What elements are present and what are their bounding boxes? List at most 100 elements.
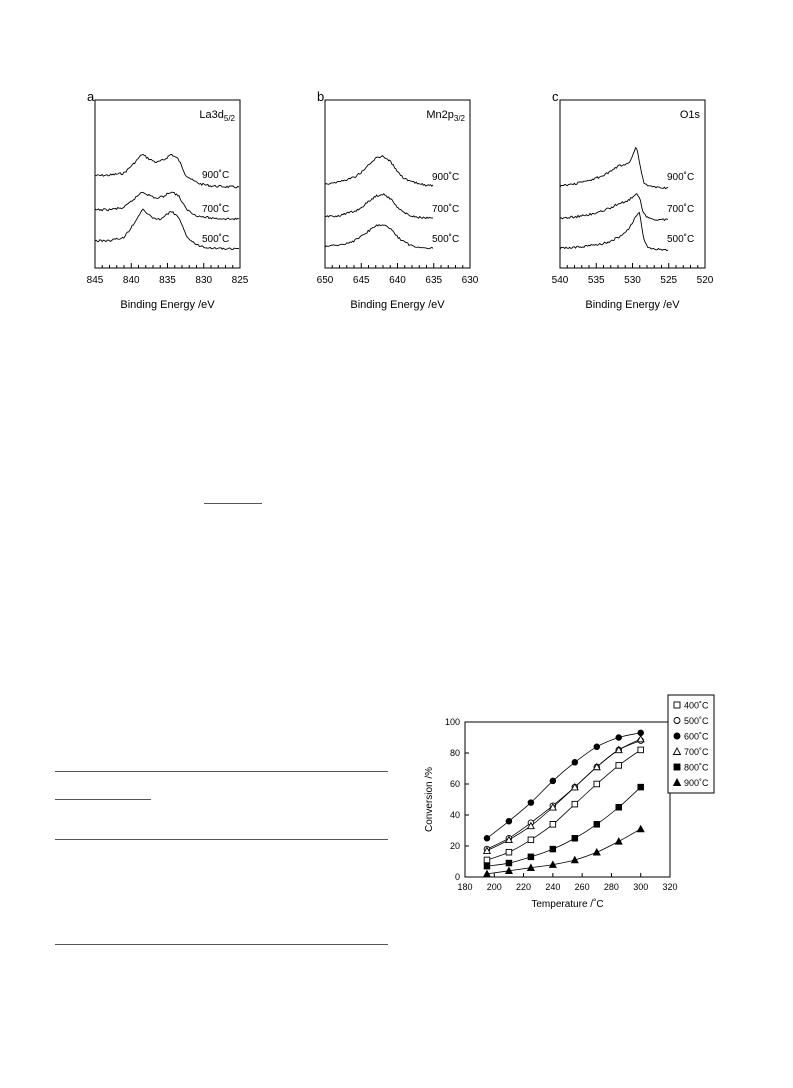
data-point <box>636 824 645 833</box>
table-rule-3 <box>55 839 388 840</box>
y-tick-label: 100 <box>445 717 460 727</box>
data-point <box>570 782 579 791</box>
x-tick-label: 280 <box>604 882 619 892</box>
data-point <box>615 762 622 769</box>
data-point <box>636 734 645 743</box>
legend-marker <box>673 717 681 724</box>
x-tick-label: 260 <box>575 882 590 892</box>
legend-marker <box>673 732 681 740</box>
data-point <box>483 834 491 842</box>
legend-label: 900˚C <box>684 778 709 788</box>
xps-panel-a: 845 840 835 830 825 a La3d5/2 Binding Energy /e… <box>87 89 249 311</box>
legend-label: 400˚C <box>684 701 709 711</box>
data-point <box>483 862 491 870</box>
data-point <box>549 821 557 828</box>
spectrum-line-0 <box>94 153 240 189</box>
legend-marker <box>672 778 682 786</box>
data-point <box>527 799 535 806</box>
data-point <box>526 821 535 830</box>
table-rule-2 <box>55 799 151 800</box>
data-point <box>592 847 601 856</box>
data-point <box>593 821 601 828</box>
data-point <box>571 800 579 808</box>
spectrum-line-0 <box>324 155 434 187</box>
data-point <box>571 834 579 842</box>
legend-label: 700˚C <box>684 747 709 757</box>
x-tick-label: 650 <box>317 275 334 286</box>
divider-top-short <box>204 503 262 504</box>
data-point <box>527 836 535 844</box>
y-axis-label: Conversion /% <box>424 767 435 832</box>
data-point <box>571 759 579 766</box>
data-point <box>637 746 644 754</box>
data-point <box>505 859 513 867</box>
x-tick-label: 640 <box>389 275 406 286</box>
data-point <box>637 783 644 791</box>
series-label: 500˚C <box>432 233 459 245</box>
data-point <box>593 743 601 751</box>
series-label: 700˚C <box>202 203 229 215</box>
series-label: 700˚C <box>667 203 694 215</box>
x-axis-label: Binding Energy /eV <box>120 299 215 311</box>
xps-panel-b: 650 645 640 635 630 b Mn2p3/2 Binding Energy /e… <box>317 89 479 311</box>
data-point <box>549 777 557 785</box>
element-label: O1s <box>680 109 701 121</box>
data-point <box>548 803 557 811</box>
spectrum-line-2 <box>94 208 240 251</box>
data-point <box>482 846 492 854</box>
x-axis-label: Temperature /˚C <box>531 898 603 910</box>
data-point <box>548 860 557 868</box>
spectrum-line-1 <box>325 192 434 220</box>
x-tick-label: 180 <box>457 882 472 892</box>
data-point <box>614 745 623 754</box>
y-tick-label: 60 <box>450 779 460 789</box>
series-label: 500˚C <box>667 233 694 245</box>
legend-marker <box>673 701 681 709</box>
series-curve-1 <box>486 740 641 850</box>
legend-label: 600˚C <box>684 732 709 742</box>
conversion-chart: 180 200 220 240 260 280 300 320 0 20 40 60 80 100 Temp… <box>424 694 715 910</box>
y-tick-label: 20 <box>450 841 460 851</box>
x-tick-label: 540 <box>552 275 569 286</box>
data-point <box>505 848 513 856</box>
data-point <box>593 780 601 788</box>
series-label: 500˚C <box>202 233 229 245</box>
x-tick-label: 840 <box>123 275 140 286</box>
xps-panel-c: 540 535 530 525 520 c O1s Binding Energy /eV 900… <box>552 89 714 311</box>
spectrum-line-2 <box>559 211 669 252</box>
series-label: 700˚C <box>432 203 459 215</box>
x-tick-label: 240 <box>545 882 560 892</box>
x-tick-label: 220 <box>516 882 531 892</box>
spectrum-line-0 <box>559 146 669 190</box>
data-point <box>526 863 535 871</box>
spectrum-line-1 <box>559 193 669 222</box>
y-tick-label: 0 <box>455 872 460 882</box>
data-point <box>615 734 622 741</box>
data-point <box>614 837 623 845</box>
series-curve-3 <box>486 738 641 852</box>
y-tick-label: 40 <box>450 810 460 820</box>
x-tick-label: 320 <box>662 882 677 892</box>
table-rule-4 <box>55 944 388 945</box>
x-tick-label: 200 <box>487 882 502 892</box>
x-tick-label: 300 <box>633 882 648 892</box>
data-point <box>482 869 492 878</box>
data-point <box>549 845 557 853</box>
panel-letter: a <box>87 89 95 104</box>
x-tick-label: 830 <box>195 275 212 286</box>
x-tick-label: 525 <box>660 275 677 286</box>
spectrum-line-1 <box>94 191 240 221</box>
series-label: 900˚C <box>667 171 694 183</box>
data-point <box>527 853 535 861</box>
data-point <box>504 835 513 844</box>
table-rule-1 <box>55 771 388 772</box>
panel-letter: c <box>552 89 559 104</box>
legend-box <box>667 694 715 794</box>
x-tick-label: 635 <box>425 275 442 286</box>
data-point <box>504 866 513 875</box>
legend-marker <box>672 747 682 755</box>
data-point <box>505 817 513 825</box>
data-point <box>483 856 491 864</box>
x-tick-label: 645 <box>353 275 370 286</box>
series-label: 900˚C <box>202 169 229 181</box>
